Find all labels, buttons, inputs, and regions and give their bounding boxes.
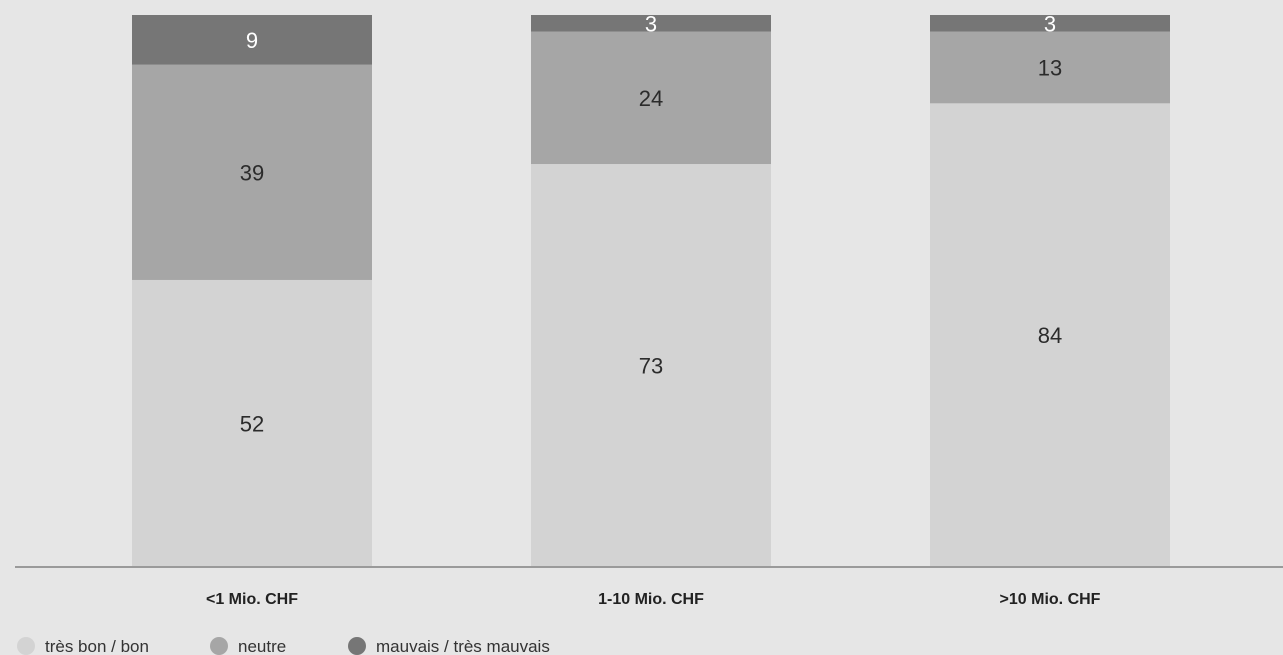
category-label-2: 1-10 Mio. CHF [598,591,704,608]
bar-segment-3-1 [930,103,1170,567]
bar-segment-2-3 [531,15,771,32]
data-label-1-3: 9 [246,28,258,53]
bar-segment-3-3 [930,15,1170,32]
bar-segment-2-2 [531,31,771,165]
data-label-2-3: 3 [645,11,657,36]
legend: très bon / bon neutre mauvais / très mauva… [17,637,550,655]
bar-segment-1-2 [132,64,372,280]
bar-segment-3-2 [930,31,1170,104]
data-label-1-1: 52 [240,411,264,436]
bar-segment-2-1 [531,164,771,568]
legend-label-1: très bon / bon [45,637,149,655]
bar-segment-1-1 [132,279,372,567]
data-label-3-3: 3 [1044,11,1056,36]
data-label-3-1: 84 [1038,323,1062,348]
segment-labels-layer: 52 39 9 73 24 3 84 13 3 [240,11,1062,436]
bar-segment-1-3 [132,15,372,65]
legend-swatch-3 [348,637,366,655]
legend-swatch-2 [210,637,228,655]
category-label-1: <1 Mio. CHF [206,591,298,608]
data-label-2-2: 24 [639,86,663,111]
legend-label-2: neutre [238,637,286,655]
bars-layer [132,15,1170,568]
legend-label-3: mauvais / très mauvais [376,637,550,655]
legend-swatch-1 [17,637,35,655]
data-label-3-2: 13 [1038,55,1062,80]
category-labels-layer: <1 Mio. CHF 1-10 Mio. CHF >10 Mio. CHF [206,591,1101,608]
data-label-2-1: 73 [639,354,663,379]
data-label-1-2: 39 [240,160,264,185]
category-label-3: >10 Mio. CHF [1000,591,1101,608]
